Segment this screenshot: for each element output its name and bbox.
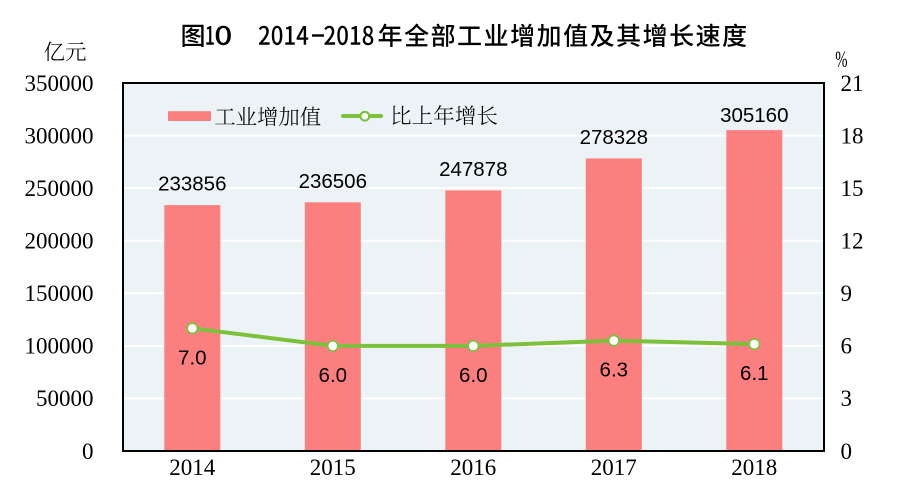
svg-text:2017: 2017 xyxy=(591,455,637,480)
svg-text:300000: 300000 xyxy=(25,123,94,148)
svg-text:2014: 2014 xyxy=(169,455,216,480)
svg-text:100000: 100000 xyxy=(25,334,94,359)
svg-text:21: 21 xyxy=(841,71,864,96)
svg-text:12: 12 xyxy=(841,229,864,254)
svg-text:18: 18 xyxy=(841,123,864,148)
svg-text:15: 15 xyxy=(841,176,864,201)
svg-text:247878: 247878 xyxy=(439,158,507,181)
svg-text:150000: 150000 xyxy=(25,281,94,306)
svg-text:6.0: 6.0 xyxy=(319,364,348,387)
svg-text:305160: 305160 xyxy=(720,104,788,127)
svg-text:250000: 250000 xyxy=(25,176,94,201)
svg-text:%: % xyxy=(835,48,847,73)
svg-text:50000: 50000 xyxy=(36,386,94,411)
svg-text:2018: 2018 xyxy=(731,455,777,480)
svg-text:0: 0 xyxy=(82,439,94,464)
svg-text:9: 9 xyxy=(841,281,853,306)
svg-text:236506: 236506 xyxy=(299,170,367,193)
svg-text:2016: 2016 xyxy=(450,455,496,480)
svg-text:6.1: 6.1 xyxy=(740,362,769,385)
svg-text:200000: 200000 xyxy=(25,229,94,254)
svg-text:2015: 2015 xyxy=(310,455,356,480)
svg-text:350000: 350000 xyxy=(25,71,94,96)
svg-text:6.0: 6.0 xyxy=(459,364,488,387)
svg-text:0: 0 xyxy=(841,439,853,464)
svg-text:233856: 233856 xyxy=(158,173,226,196)
svg-text:7.0: 7.0 xyxy=(178,346,207,369)
svg-text:278328: 278328 xyxy=(580,126,648,149)
svg-text:3: 3 xyxy=(841,386,853,411)
svg-text:6: 6 xyxy=(841,334,853,359)
svg-text:6.3: 6.3 xyxy=(600,359,629,382)
